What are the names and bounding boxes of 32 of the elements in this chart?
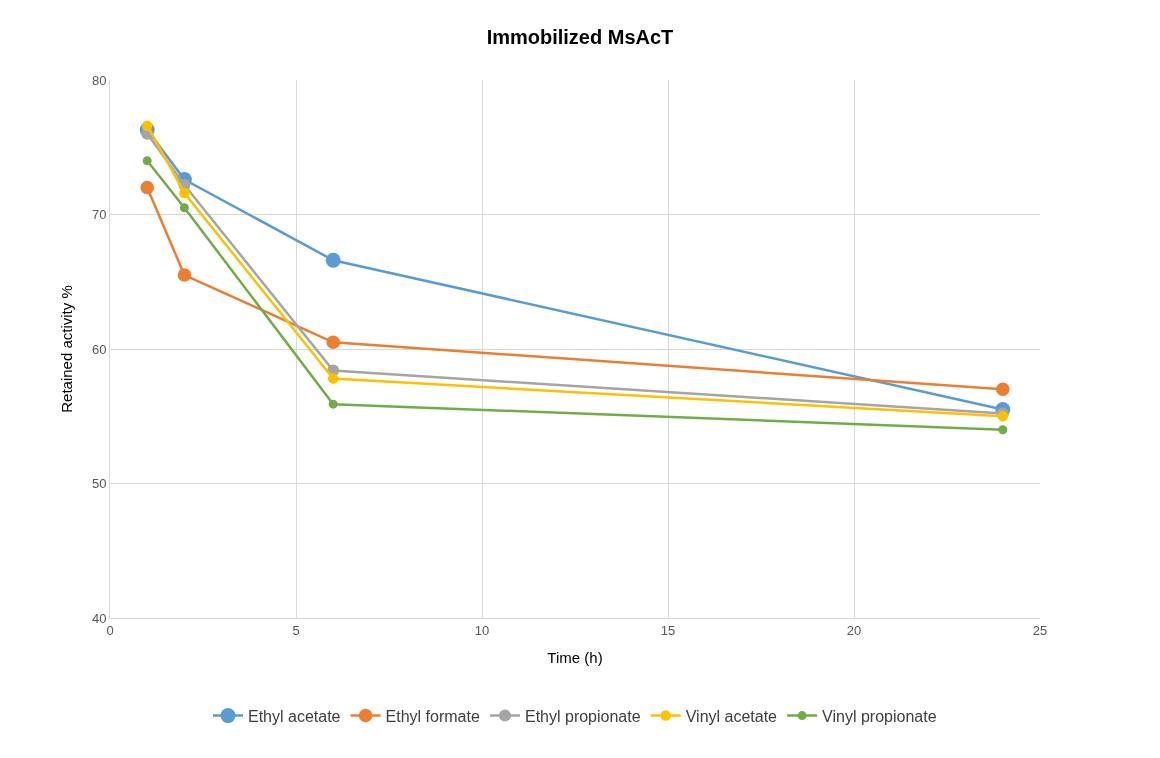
point	[326, 335, 340, 350]
point	[179, 187, 190, 199]
x-axis-title: Time (h)	[547, 648, 603, 666]
point	[177, 268, 192, 282]
legend-label: Vinyl acetate	[685, 707, 778, 725]
point	[325, 252, 341, 268]
x-tick-label: 5	[292, 622, 300, 638]
x-tick-label: 20	[846, 622, 862, 638]
point	[328, 399, 338, 409]
x-tick-label: 15	[660, 622, 676, 638]
point	[997, 411, 1009, 422]
x-tick-label: 25	[1032, 622, 1048, 638]
chart-title: Immobilized MsAcT	[486, 26, 674, 49]
point	[996, 382, 1010, 397]
point	[141, 120, 153, 131]
y-tick-label: 50	[91, 476, 107, 492]
point	[142, 156, 152, 166]
legend-label: Ethyl formate	[385, 707, 480, 725]
y-tick-label: 60	[91, 341, 107, 357]
y-axis-title: Retained activity %	[58, 285, 76, 413]
point	[998, 425, 1008, 435]
y-tick-label: 40	[91, 610, 107, 626]
y-tick-label: 70	[91, 207, 107, 223]
legend-label: Vinyl propionate	[822, 707, 937, 725]
x-tick-label: 0	[106, 622, 114, 638]
x-tick-label: 10	[474, 622, 490, 638]
point	[327, 373, 339, 384]
legend-label: Ethyl propionate	[524, 707, 641, 725]
y-tick-label: 80	[91, 72, 107, 88]
point	[140, 180, 154, 195]
point	[179, 203, 189, 213]
legend-label: Ethyl acetate	[248, 707, 341, 725]
